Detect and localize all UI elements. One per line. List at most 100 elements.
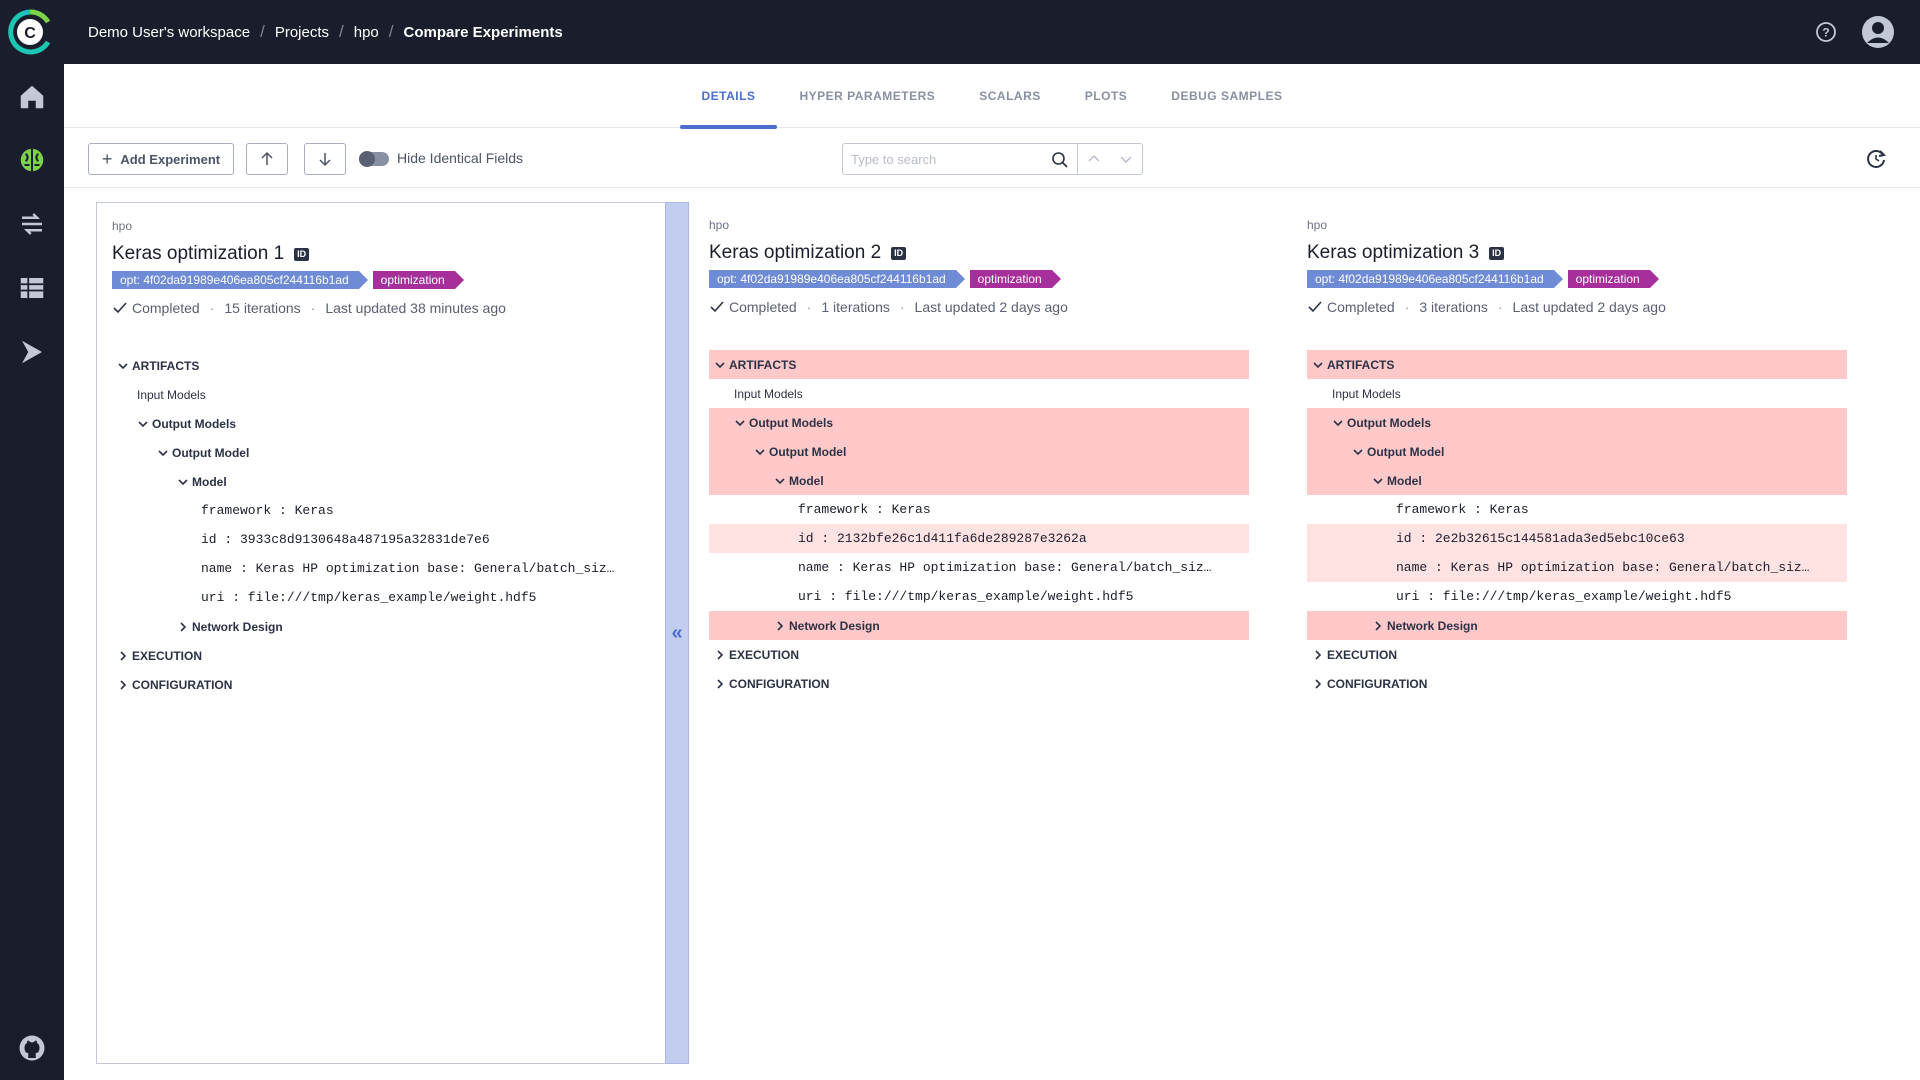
field-value: id : 2132bfe26c1d411fa6de289287e3262a	[798, 531, 1087, 546]
tab-hyper-parameters[interactable]: HYPER PARAMETERS	[799, 89, 936, 103]
tag-optimization[interactable]: optimization	[1567, 270, 1659, 288]
tree-node-artifacts[interactable]: ARTIFACTS	[709, 350, 1249, 379]
tree-node-input-models[interactable]: Input Models	[709, 379, 1249, 408]
help-icon[interactable]: ?	[1812, 18, 1840, 46]
tab-details[interactable]: DETAILS	[679, 64, 778, 129]
hide-identical-toggle[interactable]	[359, 151, 389, 167]
tag-opt[interactable]: opt: 4f02da91989e406ea805cf244116b1ad	[1307, 270, 1563, 288]
tab-debug-samples[interactable]: DEBUG SAMPLES	[1171, 89, 1283, 103]
compare-tabs: DETAILS HYPER PARAMETERS SCALARS PLOTS D…	[64, 64, 1920, 129]
experiment-name[interactable]: Keras optimization 3	[1307, 242, 1480, 263]
tab-scalars[interactable]: SCALARS	[979, 89, 1041, 103]
tree-node-output-models[interactable]: Output Models	[112, 409, 652, 438]
chevron-right-icon	[717, 649, 724, 660]
breadcrumb-project[interactable]: hpo	[353, 23, 379, 41]
breadcrumb-workspace[interactable]: Demo User's workspace	[88, 23, 251, 41]
pipelines-icon[interactable]	[14, 206, 50, 242]
field-id: id : 2132bfe26c1d411fa6de289287e3262a	[709, 524, 1249, 553]
breadcrumb-projects[interactable]: Projects	[274, 23, 329, 41]
arrow-down-icon	[319, 153, 331, 167]
chevron-down-icon	[1353, 448, 1363, 455]
brain-experiments-icon[interactable]	[14, 142, 50, 178]
search-input[interactable]	[843, 145, 1043, 173]
separator-dot: ·	[209, 300, 215, 316]
experiment-name[interactable]: Keras optimization 2	[709, 242, 882, 263]
search-box	[842, 143, 1078, 175]
tree-node-artifacts[interactable]: ARTIFACTS	[1307, 350, 1847, 379]
user-avatar-icon[interactable]	[1860, 14, 1896, 50]
tab-plots[interactable]: PLOTS	[1084, 89, 1128, 103]
collapse-base-panel-button[interactable]: «	[665, 202, 689, 1064]
tree-label: Input Models	[1332, 386, 1401, 401]
separator-dot: ·	[899, 299, 905, 315]
tree-node-execution[interactable]: EXECUTION	[709, 640, 1249, 669]
experiment-project[interactable]: hpo	[112, 219, 133, 233]
github-icon[interactable]	[14, 1030, 50, 1066]
move-down-button[interactable]	[304, 143, 346, 175]
tree-node-execution[interactable]: EXECUTION	[1307, 640, 1847, 669]
tag-opt[interactable]: opt: 4f02da91989e406ea805cf244116b1ad	[112, 271, 368, 289]
tree-node-network-design[interactable]: Network Design	[1307, 611, 1847, 640]
tree-node-configuration[interactable]: CONFIGURATION	[709, 669, 1249, 698]
id-badge-icon[interactable]: ID	[1489, 246, 1505, 260]
experiment-project[interactable]: hpo	[1307, 218, 1328, 232]
tree-node-model[interactable]: Model	[1307, 466, 1847, 495]
double-chevron-left-icon: «	[671, 621, 683, 644]
tree-label: CONFIGURATION	[729, 676, 830, 691]
hide-identical-label: Hide Identical Fields	[397, 150, 524, 166]
experiment-title: Keras optimization 1 ID	[112, 243, 310, 265]
field-uri: uri : file:///tmp/keras_example/weight.h…	[112, 583, 652, 612]
check-icon	[1308, 301, 1322, 313]
clearml-logo-icon[interactable]: C	[8, 8, 52, 56]
move-up-button[interactable]	[246, 143, 288, 175]
chevron-down-icon	[775, 477, 785, 484]
chevron-down-icon[interactable]	[1119, 152, 1133, 166]
add-experiment-button[interactable]: + Add Experiment	[88, 143, 234, 175]
field-value: uri : file:///tmp/keras_example/weight.h…	[798, 589, 1134, 604]
experiment-panel-1: hpo Keras optimization 1 ID opt: 4f02da9…	[96, 202, 665, 1064]
tree-node-model[interactable]: Model	[112, 467, 652, 496]
tag-optimization[interactable]: optimization	[372, 271, 464, 289]
tree-label: Output Model	[769, 444, 847, 459]
tree-node-network-design[interactable]: Network Design	[112, 612, 652, 641]
tree-node-output-models[interactable]: Output Models	[1307, 408, 1847, 437]
chevron-right-icon	[1375, 620, 1382, 631]
home-icon[interactable]	[14, 79, 50, 115]
chevron-right-icon	[1315, 678, 1322, 689]
field-value: name : Keras HP optimization base: Gener…	[1396, 560, 1816, 575]
tree-node-input-models[interactable]: Input Models	[112, 380, 652, 409]
field-name: name : Keras HP optimization base: Gener…	[1307, 553, 1847, 582]
experiment-name[interactable]: Keras optimization 1	[112, 243, 285, 264]
id-badge-icon[interactable]: ID	[891, 246, 907, 260]
tree-node-output-model[interactable]: Output Model	[709, 437, 1249, 466]
tag-opt[interactable]: opt: 4f02da91989e406ea805cf244116b1ad	[709, 270, 965, 288]
tree-node-configuration[interactable]: CONFIGURATION	[112, 670, 652, 699]
field-value: id : 2e2b32615c144581ada3ed5ebc10ce63	[1396, 531, 1685, 546]
tree-node-network-design[interactable]: Network Design	[709, 611, 1249, 640]
tree-node-input-models[interactable]: Input Models	[1307, 379, 1847, 408]
tree-node-output-model[interactable]: Output Model	[112, 438, 652, 467]
tree-node-output-models[interactable]: Output Models	[709, 408, 1249, 437]
tag-optimization[interactable]: optimization	[969, 270, 1061, 288]
tree-label: Input Models	[137, 387, 206, 402]
datasets-table-icon[interactable]	[14, 270, 50, 306]
auto-refresh-icon[interactable]	[1863, 146, 1889, 172]
chevron-down-icon	[118, 362, 128, 369]
tree-label: Output Models	[1347, 415, 1431, 430]
tree-node-configuration[interactable]: CONFIGURATION	[1307, 669, 1847, 698]
field-name: name : Keras HP optimization base: Gener…	[709, 553, 1249, 582]
breadcrumb: Demo User's workspace / Projects / hpo /…	[64, 22, 563, 42]
tree-node-execution[interactable]: EXECUTION	[112, 641, 652, 670]
breadcrumb-separator: /	[388, 22, 394, 41]
id-badge-icon[interactable]: ID	[294, 247, 310, 261]
tree-label: CONFIGURATION	[1327, 676, 1428, 691]
orchestration-play-icon[interactable]	[14, 334, 50, 370]
experiment-project[interactable]: hpo	[709, 218, 730, 232]
tree-node-output-model[interactable]: Output Model	[1307, 437, 1847, 466]
field-value: name : Keras HP optimization base: Gener…	[798, 560, 1218, 575]
tree-node-artifacts[interactable]: ARTIFACTS	[112, 351, 652, 380]
chevron-up-icon[interactable]	[1087, 152, 1101, 166]
search-icon[interactable]	[1051, 151, 1069, 169]
check-icon	[710, 301, 724, 313]
tree-node-model[interactable]: Model	[709, 466, 1249, 495]
